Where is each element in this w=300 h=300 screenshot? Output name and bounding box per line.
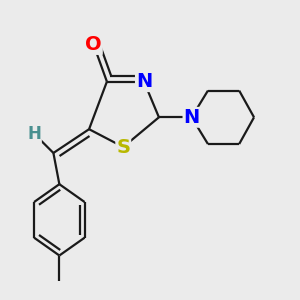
Text: N: N (136, 72, 152, 91)
Text: O: O (85, 35, 102, 54)
Text: N: N (184, 108, 200, 127)
Text: S: S (116, 137, 130, 157)
Text: H: H (27, 125, 41, 143)
